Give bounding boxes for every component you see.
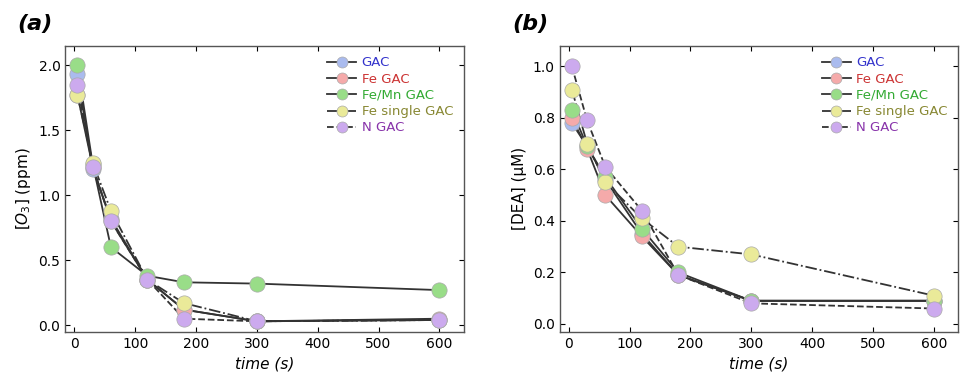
Legend: GAC, Fe GAC, Fe/Mn GAC, Fe single GAC, N GAC: GAC, Fe GAC, Fe/Mn GAC, Fe single GAC, N…: [324, 52, 457, 139]
X-axis label: time (s): time (s): [235, 356, 295, 371]
X-axis label: time (s): time (s): [729, 356, 788, 371]
Legend: GAC, Fe GAC, Fe/Mn GAC, Fe single GAC, N GAC: GAC, Fe GAC, Fe/Mn GAC, Fe single GAC, N…: [817, 52, 952, 139]
Y-axis label: $[O_3]$ (ppm): $[O_3]$ (ppm): [14, 147, 33, 230]
Text: (a): (a): [17, 14, 52, 34]
Y-axis label: [DEA] (μM): [DEA] (μM): [512, 147, 527, 230]
Text: (b): (b): [512, 14, 548, 34]
